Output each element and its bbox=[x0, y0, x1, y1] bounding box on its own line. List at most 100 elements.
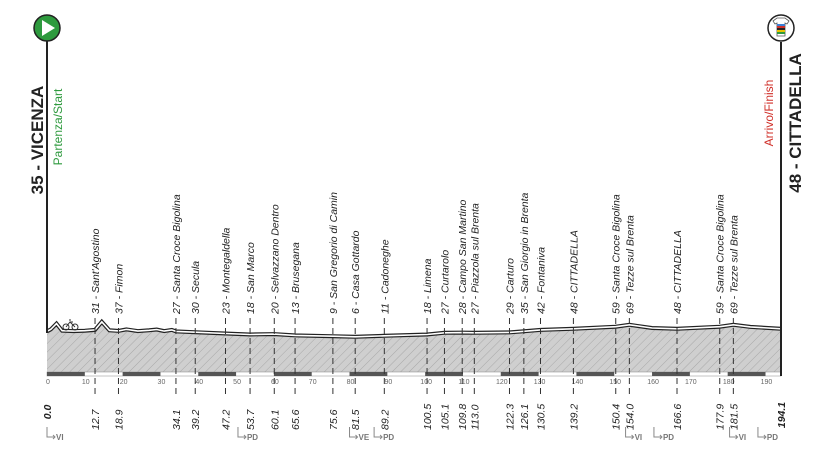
province-sign: PD bbox=[373, 427, 394, 442]
province-label: VI bbox=[635, 433, 643, 442]
start-play-icon bbox=[33, 14, 61, 42]
x-tick-label: 80 bbox=[347, 379, 355, 386]
waypoint-km: 154.0 bbox=[624, 404, 636, 430]
province-sign: VI bbox=[625, 427, 643, 442]
x-tick-label: 190 bbox=[761, 379, 773, 386]
x-tick-label: 130 bbox=[534, 379, 546, 386]
province-sign: PD bbox=[757, 427, 778, 442]
x-tick-label: 170 bbox=[685, 379, 697, 386]
waypoint-km: 122.3 bbox=[504, 404, 516, 430]
province-label: PD bbox=[767, 433, 778, 442]
arrow-turn-icon bbox=[237, 427, 247, 440]
waypoint-km: 34.1 bbox=[171, 410, 183, 430]
province-label: VE bbox=[359, 433, 370, 442]
distance-bar-segment bbox=[198, 372, 237, 376]
arrow-turn-icon bbox=[625, 427, 635, 440]
waypoint-km: 18.9 bbox=[113, 409, 125, 430]
x-tick-label: 180 bbox=[723, 379, 735, 386]
waypoint-town: 59 - Santa Croce Bigolina bbox=[611, 194, 623, 314]
distance-bar-segment bbox=[500, 372, 539, 376]
province-sign: VE bbox=[349, 427, 370, 442]
x-tick-label: 0 bbox=[46, 379, 50, 386]
waypoint-town: 31 - Sant'Agostino bbox=[90, 228, 102, 314]
distance-bar-segment bbox=[727, 372, 766, 376]
waypoint-km: 126.1 bbox=[519, 404, 531, 430]
waypoint-km: 47.2 bbox=[220, 409, 232, 430]
arrow-turn-icon bbox=[729, 427, 739, 440]
x-tick-label: 100 bbox=[420, 379, 432, 386]
distance-bar-segment bbox=[652, 372, 690, 376]
province-label: VI bbox=[56, 433, 64, 442]
waypoint-km: 65.6 bbox=[290, 409, 302, 430]
profile-line bbox=[46, 320, 782, 338]
arrow-turn-icon bbox=[653, 427, 663, 440]
waypoint-town: 9 - San Gregorio di Camin bbox=[328, 192, 340, 314]
finish-town: 48 - CITTADELLA bbox=[786, 53, 805, 192]
waypoint-town: 28 - Campo San Martino bbox=[457, 199, 469, 315]
waypoint-town: 42 - Fontaniva bbox=[535, 247, 547, 314]
waypoint-km: 150.4 bbox=[611, 404, 623, 430]
finish-jersey-icon bbox=[767, 14, 795, 42]
waypoint-town: 27 - Piazzola sul Brenta bbox=[469, 203, 481, 315]
province-sign: VI bbox=[729, 427, 747, 442]
waypoint-town: 27 - Curtarolo bbox=[439, 250, 451, 315]
waypoint-town: 6 - Casa Gottardo bbox=[350, 230, 362, 314]
x-tick-label: 120 bbox=[496, 379, 508, 386]
waypoint-town: 18 - Limena bbox=[422, 258, 434, 314]
province-label: PD bbox=[247, 433, 258, 442]
waypoint-town: 48 - CITTADELLA bbox=[672, 230, 684, 314]
distance-bar-segment bbox=[576, 372, 615, 376]
x-tick-label: 60 bbox=[271, 379, 279, 386]
x-tick-label: 20 bbox=[120, 379, 128, 386]
waypoint-km: 60.1 bbox=[269, 410, 281, 430]
x-tick-label: 160 bbox=[647, 379, 659, 386]
province-label: PD bbox=[663, 433, 674, 442]
waypoint-town: 27 - Santa Croce Bigolina bbox=[171, 194, 183, 315]
waypoint-km: 89.2 bbox=[379, 409, 391, 430]
waypoint-town: 69 - Tezze sul Brenta bbox=[624, 215, 636, 314]
waypoint-town: 29 - Carturo bbox=[504, 258, 516, 315]
finish-label: Arrivo/Finish bbox=[762, 80, 776, 147]
waypoint-town: 13 - Brusegana bbox=[290, 242, 302, 314]
waypoint-km: 100.5 bbox=[422, 404, 434, 430]
arrow-turn-icon bbox=[373, 427, 383, 440]
province-label: PD bbox=[383, 433, 394, 442]
waypoint-km: 109.8 bbox=[457, 404, 469, 430]
waypoint-km: 53.7 bbox=[245, 408, 257, 430]
start-town: 35 - VICENZA bbox=[28, 86, 47, 195]
waypoint-town: 48 - CITTADELLA bbox=[568, 230, 580, 314]
waypoint-town: 35 - San Giorgio in Brenta bbox=[519, 192, 531, 314]
waypoint-km: 81.5 bbox=[350, 409, 362, 430]
waypoint-town: 23 - Montegaldella bbox=[220, 227, 232, 315]
x-tick-label: 40 bbox=[195, 379, 203, 386]
waypoint-km: 75.6 bbox=[328, 409, 340, 430]
start-label: Partenza/Start bbox=[51, 88, 65, 165]
province-sign: PD bbox=[237, 427, 258, 442]
waypoint-town: 59 - Santa Croce Bigolina bbox=[715, 194, 727, 314]
waypoint-km: 130.5 bbox=[535, 404, 547, 430]
finish-km-label: 194.1 bbox=[776, 402, 788, 428]
arrow-turn-icon bbox=[757, 427, 767, 440]
start-km-label: 0.0 bbox=[42, 405, 54, 420]
waypoint-km: 181.5 bbox=[728, 404, 740, 430]
waypoint-km: 166.6 bbox=[672, 404, 684, 430]
distance-bar-segment bbox=[47, 372, 85, 376]
province-sign: PD bbox=[653, 427, 674, 442]
distance-bar-segment bbox=[122, 372, 161, 376]
waypoint-town: 18 - San Marco bbox=[245, 242, 257, 314]
distance-bar-segment bbox=[273, 372, 312, 376]
x-tick-label: 110 bbox=[458, 379, 469, 386]
province-label: VI bbox=[739, 433, 747, 442]
waypoint-town: 30 - Secula bbox=[190, 261, 202, 314]
waypoint-town: 20 - Selvazzano Dentro bbox=[269, 204, 281, 315]
waypoint-km: 105.1 bbox=[439, 404, 451, 430]
waypoint-km: 139.2 bbox=[568, 404, 580, 430]
waypoint-km: 177.9 bbox=[715, 404, 727, 430]
arrow-turn-icon bbox=[349, 427, 359, 440]
waypoint-town: 69 - Tezze sul Brenta bbox=[728, 215, 740, 314]
x-tick-label: 30 bbox=[158, 379, 166, 386]
arrow-turn-icon bbox=[46, 427, 56, 440]
waypoint-town: 37 - Fimon bbox=[113, 264, 125, 314]
x-tick-label: 140 bbox=[572, 379, 584, 386]
